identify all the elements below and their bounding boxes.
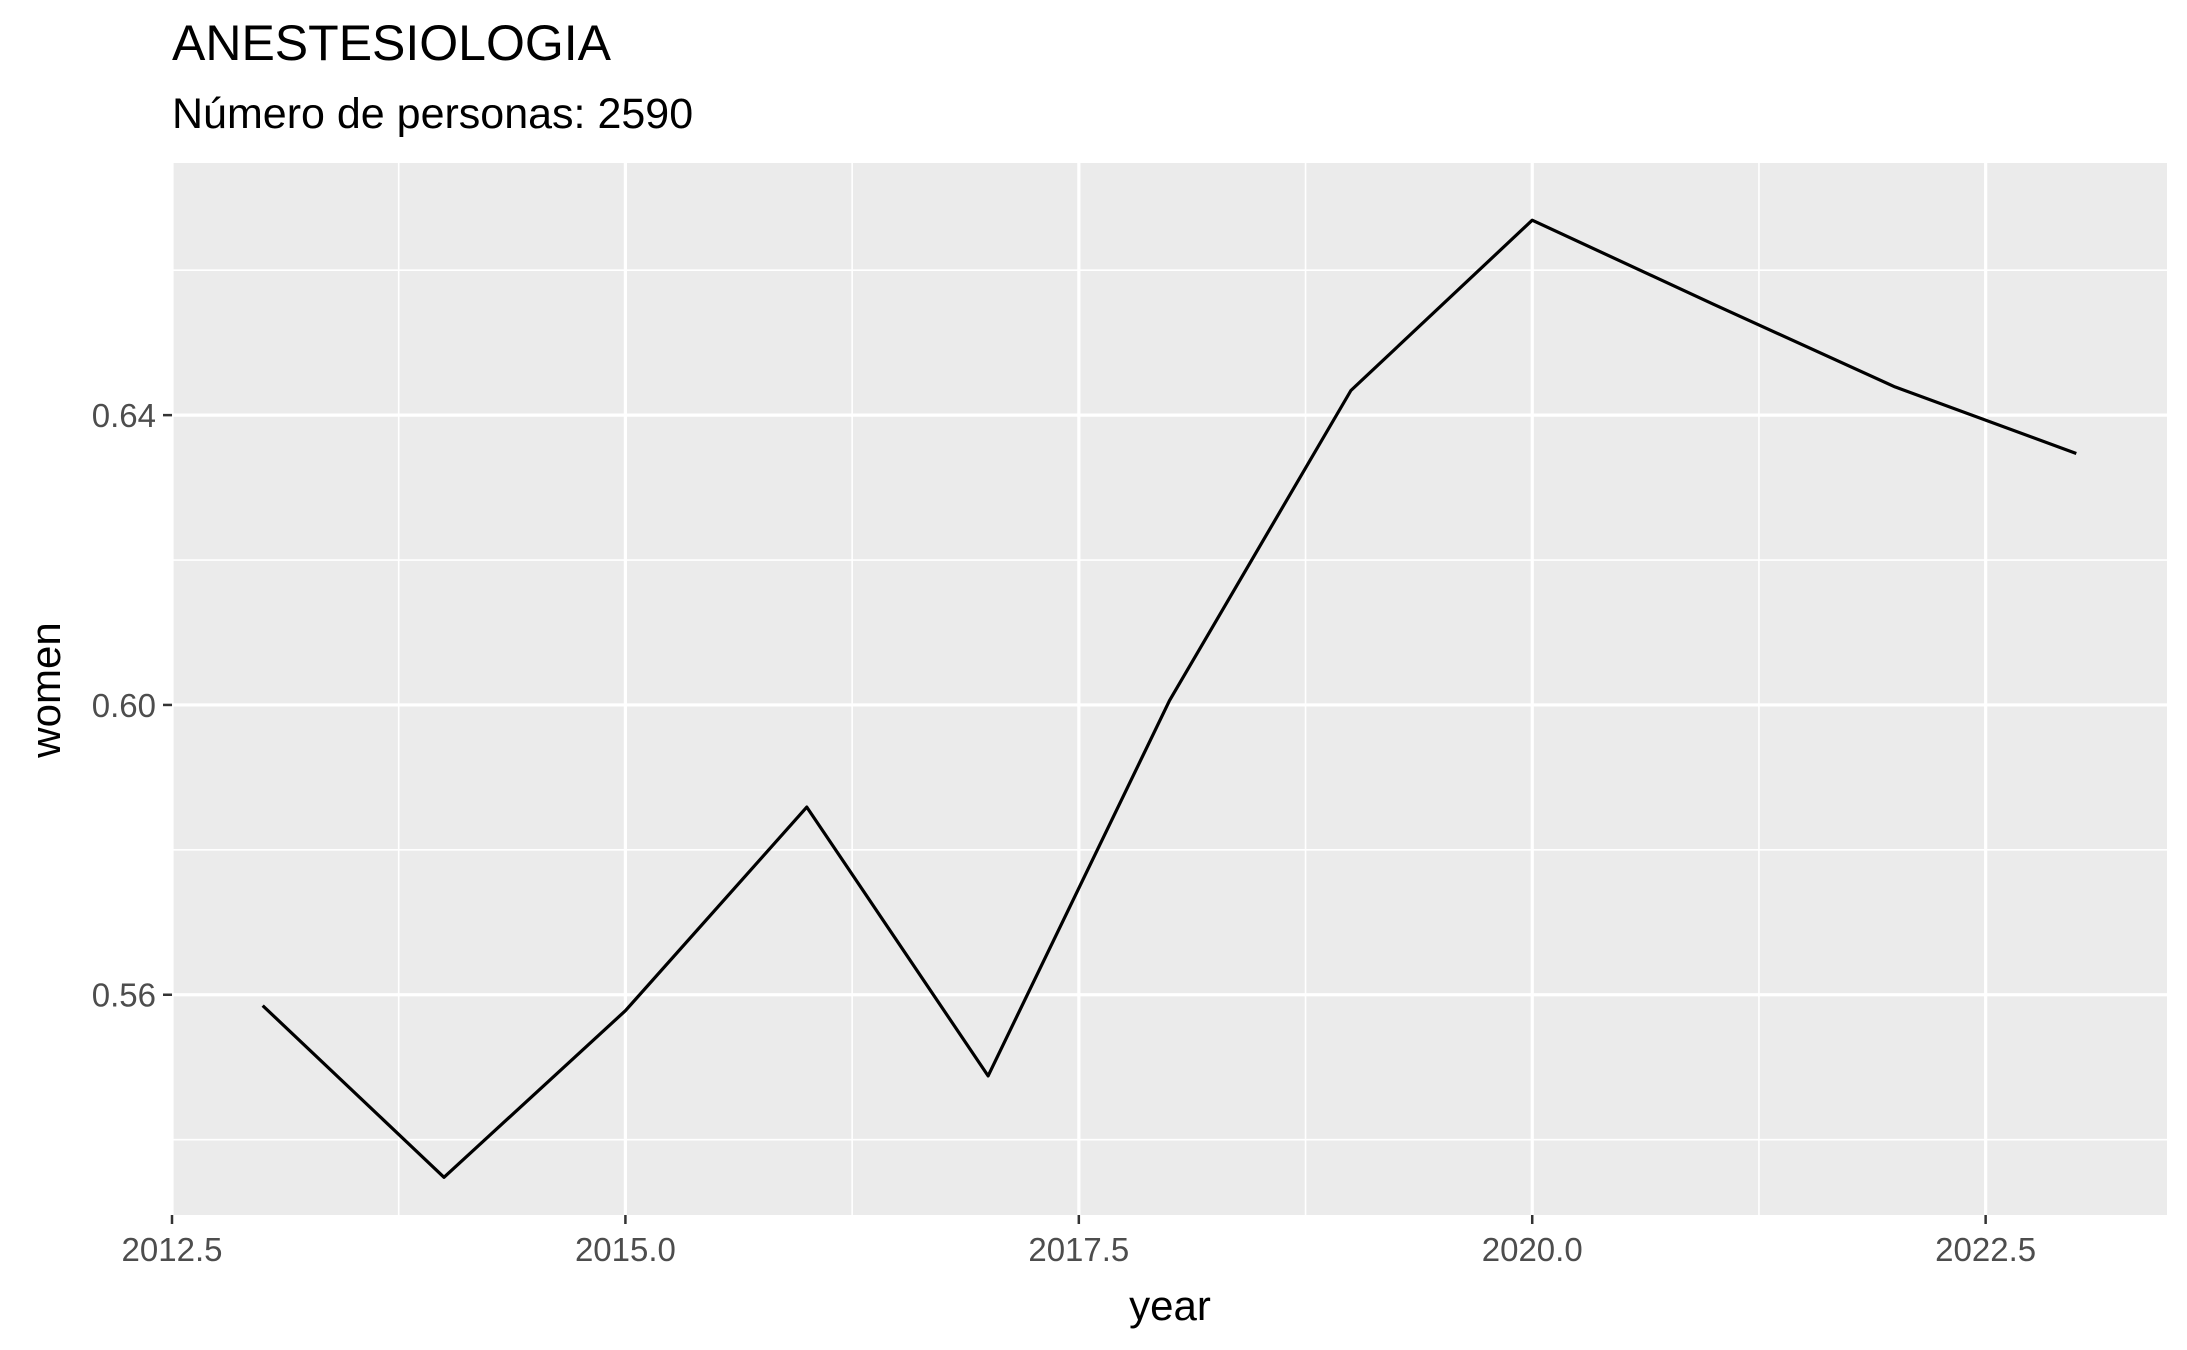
y-tick-label: 0.60 xyxy=(92,687,156,724)
x-tick-label: 2015.0 xyxy=(575,1231,676,1268)
chart-title: ANESTESIOLOGIA xyxy=(172,15,612,71)
x-tick-label: 2020.0 xyxy=(1482,1231,1583,1268)
x-axis: 2012.5 2015.0 2017.5 2020.0 2022.5 xyxy=(122,1215,2036,1268)
x-axis-title: year xyxy=(1129,1282,1211,1329)
x-tick-label: 2017.5 xyxy=(1028,1231,1129,1268)
plot-panel xyxy=(172,163,2167,1215)
y-tick-label: 0.56 xyxy=(92,977,156,1014)
x-tick-label: 2022.5 xyxy=(1935,1231,2036,1268)
chart-subtitle: Número de personas: 2590 xyxy=(172,90,694,138)
y-axis: 0.56 0.60 0.64 xyxy=(92,397,172,1014)
series-layer xyxy=(261,218,2077,1179)
x-tick-label: 2012.5 xyxy=(122,1231,223,1268)
series-line xyxy=(261,218,2077,1179)
minor-gridlines xyxy=(172,163,2167,1215)
y-tick-label: 0.64 xyxy=(92,397,156,434)
y-axis-title: women xyxy=(22,622,69,758)
major-gridlines xyxy=(170,163,2167,1215)
